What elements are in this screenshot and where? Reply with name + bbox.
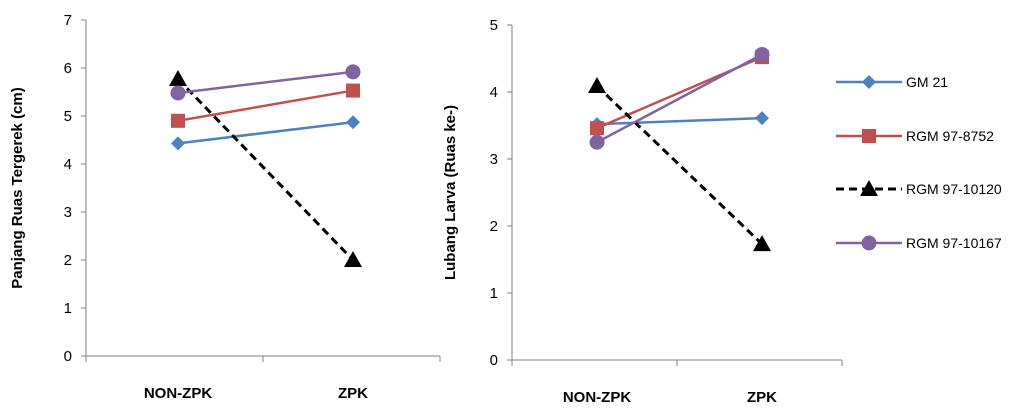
data-point-s2-1 <box>344 251 362 267</box>
series-line-2 <box>595 84 764 246</box>
x-tick-label: ZPK <box>338 385 368 402</box>
y-tick-label: 5 <box>64 108 72 125</box>
y-tick-label: 5 <box>490 17 498 34</box>
data-point-s2-0 <box>588 76 606 93</box>
y-tick-label: 3 <box>490 151 498 168</box>
y-tick-label: 4 <box>64 156 72 173</box>
legend-label-3: RGM 97-10167 <box>906 235 1002 251</box>
data-point-s3-0 <box>589 134 605 150</box>
series-line-0 <box>177 120 354 145</box>
y-tick-label: 0 <box>64 348 72 365</box>
legend-label-2: RGM 97-10120 <box>906 181 1002 197</box>
data-point-s2-0 <box>169 70 187 87</box>
y-tick-label: 0 <box>490 352 498 369</box>
series-line-2 <box>176 77 355 262</box>
x-tick-label: NON-ZPK <box>563 389 631 406</box>
legend-marker-0 <box>862 75 876 89</box>
data-point-s3-0 <box>170 85 186 101</box>
data-point-s1-0 <box>590 121 604 136</box>
legend-label-1: RGM 97-8752 <box>906 128 994 144</box>
x-tick-label: NON-ZPK <box>144 385 212 402</box>
y-tick-label: 3 <box>64 204 72 221</box>
y-tick-label: 4 <box>490 84 498 101</box>
y-axis-label: Panjang Ruas Tergerek (cm) <box>9 87 26 288</box>
legend-marker-1 <box>862 129 876 143</box>
chart-lubang-larva: 0 1 2 3 4 5 NON-ZPK ZPK Lubang Larva (Ruas ke-) <box>442 17 843 406</box>
data-point-s0-1 <box>346 115 360 130</box>
y-tick-label: 2 <box>490 218 498 235</box>
legend: GM 21 RGM 97-8752 RGM 97-10120 RGM 97-10167 <box>836 74 1002 251</box>
y-tick-label: 7 <box>64 12 72 29</box>
data-point-s3-1 <box>345 64 361 80</box>
legend-marker-2 <box>860 180 878 196</box>
chart-panjang-ruas-tergerek: 0 1 2 3 4 5 6 7 NON-ZPK ZPK Panjang Ruas Tergerek … <box>9 12 441 402</box>
series-line-3 <box>177 70 354 95</box>
series-line-1 <box>177 89 354 123</box>
data-point-s1-0 <box>171 113 185 128</box>
data-point-s3-1 <box>754 46 770 62</box>
y-tick-label: 1 <box>64 300 72 317</box>
data-point-s2-1 <box>753 235 771 252</box>
x-tick-label: ZPK <box>747 389 777 406</box>
series-line-3 <box>596 53 763 144</box>
data-point-s1-1 <box>346 83 360 98</box>
y-axis-label: Lubang Larva (Ruas ke-) <box>442 105 459 280</box>
data-point-s0-1 <box>755 111 769 126</box>
y-tick-label: 1 <box>490 285 498 302</box>
series-line-0 <box>596 116 763 126</box>
y-tick-label: 2 <box>64 252 72 269</box>
legend-marker-3 <box>861 235 877 251</box>
y-tick-label: 6 <box>64 60 72 77</box>
data-point-s0-0 <box>171 136 185 151</box>
legend-label-0: GM 21 <box>906 74 948 90</box>
